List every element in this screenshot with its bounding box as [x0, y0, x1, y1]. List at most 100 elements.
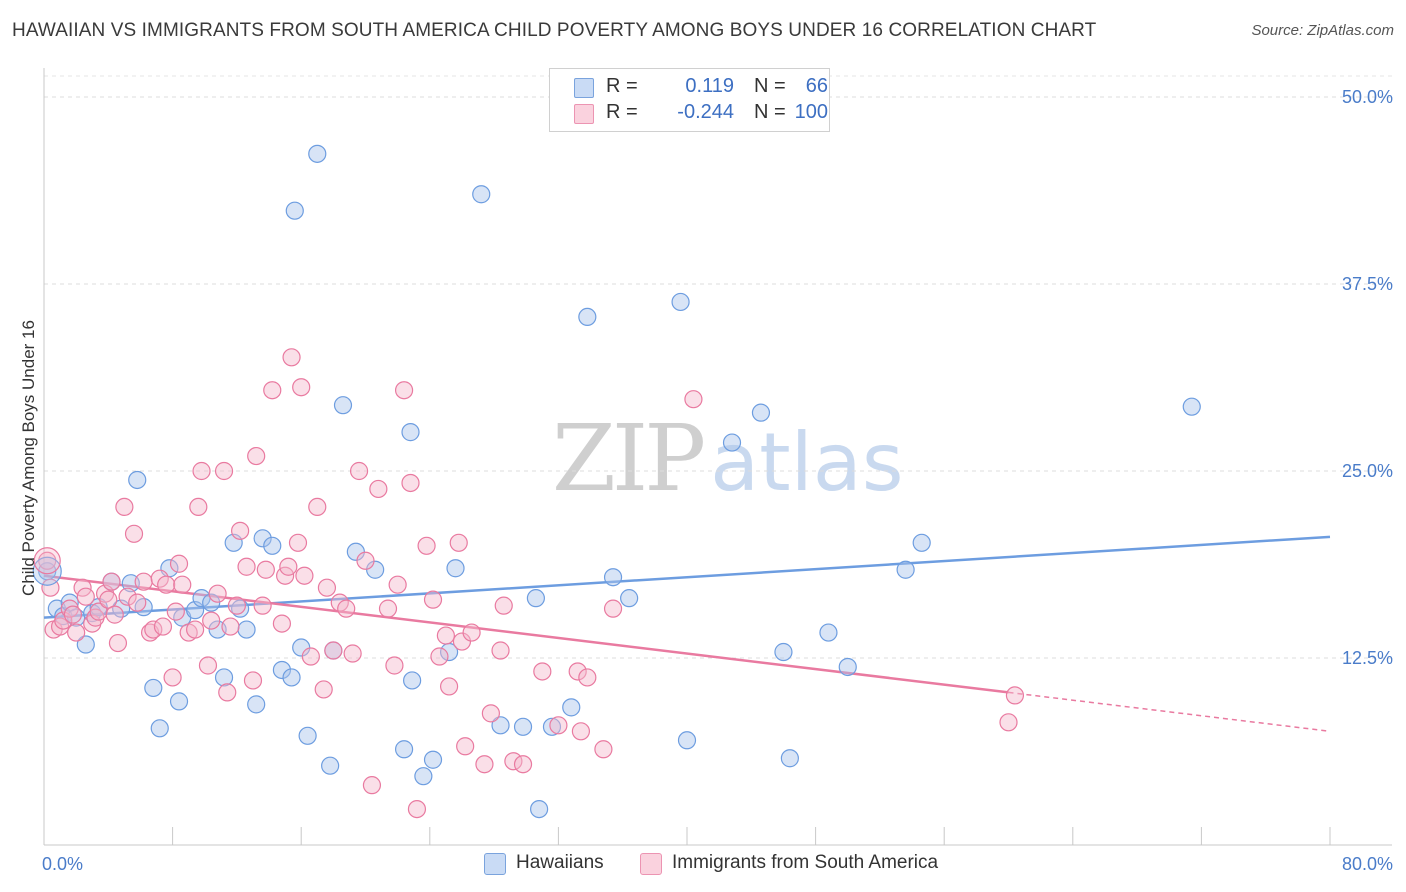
point-hawaiians	[896, 560, 915, 579]
point-hawaiians	[671, 292, 690, 312]
point-immigrants	[1005, 686, 1025, 705]
point-immigrants	[237, 557, 256, 576]
point-immigrants	[430, 647, 449, 666]
legend-n-label: N =	[754, 101, 786, 123]
y-axis-label: Child Poverty Among Boys Under 16	[19, 320, 38, 596]
bottom-legend-swatch-hawaiians	[484, 853, 506, 875]
point-hawaiians	[722, 433, 742, 452]
y-tick-label: 37.5%	[1342, 274, 1393, 294]
point-immigrants	[462, 623, 481, 642]
trend-line-extension	[1008, 691, 1331, 733]
point-immigrants	[263, 381, 282, 400]
point-hawaiians	[491, 716, 510, 735]
point-hawaiians	[237, 620, 256, 639]
x-tick-label: 80.0%	[1342, 854, 1393, 874]
point-immigrants	[369, 479, 388, 499]
point-immigrants	[456, 737, 475, 756]
legend-swatch-hawaiians	[574, 78, 594, 98]
point-immigrants	[436, 626, 455, 645]
bottom-legend-label: Hawaiians	[516, 852, 604, 873]
point-immigrants	[407, 799, 427, 819]
point-hawaiians	[272, 660, 292, 680]
point-immigrants	[684, 390, 703, 409]
point-hawaiians	[562, 698, 581, 717]
point-immigrants	[157, 575, 176, 594]
point-hawaiians	[780, 749, 799, 768]
point-immigrants	[124, 524, 144, 543]
point-immigrants	[494, 596, 513, 615]
point-hawaiians	[308, 144, 327, 163]
legend-swatch-immigrants	[574, 104, 594, 124]
point-immigrants	[169, 554, 189, 573]
point-hawaiians	[542, 717, 562, 736]
point-immigrants	[99, 590, 118, 609]
point-immigrants	[63, 605, 83, 624]
point-hawaiians	[263, 536, 282, 555]
point-immigrants	[301, 647, 320, 666]
point-immigrants	[279, 557, 298, 576]
trend-line	[43, 535, 1331, 619]
data-points	[32, 144, 1201, 819]
legend-r-label: R =	[606, 75, 638, 97]
point-immigrants	[417, 536, 436, 555]
legend-r-value: 0.119	[685, 75, 734, 97]
point-hawaiians	[321, 756, 340, 775]
point-hawaiians	[150, 719, 169, 738]
point-hawaiians	[1182, 397, 1201, 416]
point-immigrants	[253, 596, 272, 615]
point-immigrants	[349, 461, 369, 481]
chart-source: Source: ZipAtlas.com	[1251, 22, 1394, 39]
point-immigrants	[227, 596, 246, 615]
point-immigrants	[394, 381, 414, 400]
point-immigrants	[337, 599, 356, 618]
trend-lines	[43, 535, 1331, 733]
legend-r-label: R =	[606, 101, 638, 123]
point-hawaiians	[231, 599, 250, 618]
point-immigrants	[314, 680, 333, 699]
point-hawaiians	[838, 657, 857, 677]
point-hawaiians	[414, 767, 433, 786]
point-immigrants	[198, 656, 218, 675]
y-tick-label: 12.5%	[1342, 648, 1393, 668]
point-immigrants	[221, 617, 240, 636]
point-immigrants	[153, 617, 173, 636]
point-hawaiians	[202, 593, 221, 612]
point-immigrants	[481, 704, 500, 723]
point-immigrants	[231, 521, 250, 540]
point-immigrants	[533, 662, 552, 681]
point-immigrants	[603, 599, 623, 618]
point-hawaiians	[144, 678, 163, 698]
point-immigrants	[67, 623, 86, 642]
point-hawaiians	[298, 726, 317, 745]
point-immigrants	[288, 533, 308, 552]
point-immigrants	[33, 547, 61, 575]
point-immigrants	[102, 572, 121, 591]
point-immigrants	[356, 551, 375, 570]
watermark: ZIP atlas	[552, 405, 904, 512]
point-immigrants	[385, 656, 404, 675]
point-immigrants	[578, 668, 597, 687]
point-immigrants	[568, 662, 587, 681]
point-immigrants	[214, 461, 234, 481]
point-immigrants	[163, 668, 182, 687]
point-hawaiians	[403, 671, 422, 690]
point-immigrants	[439, 677, 459, 696]
watermark-zip: ZIP	[552, 405, 706, 512]
bottom-legend-swatch-immigrants	[640, 853, 662, 875]
point-hawaiians	[423, 750, 443, 769]
point-hawaiians	[819, 623, 838, 642]
point-hawaiians	[247, 695, 266, 714]
point-immigrants	[308, 497, 327, 517]
x-tick-label: 0.0%	[42, 854, 83, 874]
point-immigrants	[218, 683, 237, 702]
point-hawaiians	[603, 568, 623, 587]
point-immigrants	[108, 633, 128, 653]
point-immigrants	[449, 533, 468, 552]
point-hawaiians	[401, 423, 420, 442]
point-immigrants	[256, 560, 275, 579]
point-hawaiians	[751, 403, 771, 422]
legend: R = 0.119 N = 66 R = -0.244 N = 100	[549, 68, 830, 132]
bottom-legend: Hawaiians Immigrants from South America	[0, 850, 1406, 878]
point-immigrants	[243, 671, 263, 690]
point-immigrants	[173, 575, 192, 594]
